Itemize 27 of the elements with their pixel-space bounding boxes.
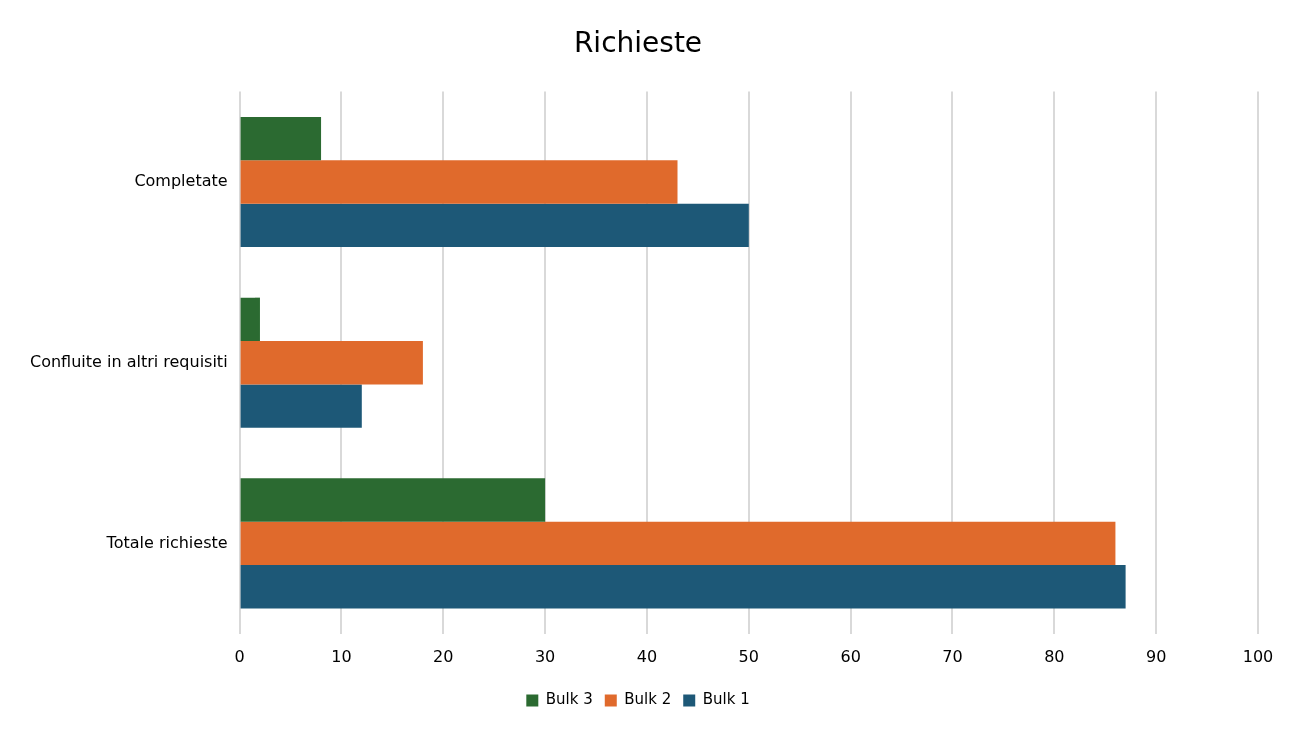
- x-tick-label: 80: [1044, 646, 1065, 666]
- bar: [240, 116, 322, 161]
- legend-label: Bulk 3: [545, 690, 593, 709]
- bar: [240, 478, 546, 522]
- bar: [240, 384, 362, 428]
- chart-title: Richieste: [573, 26, 703, 60]
- x-tick-label: 70: [942, 646, 963, 666]
- x-tick-label: 60: [840, 646, 861, 666]
- x-tick-label: 100: [1242, 646, 1274, 666]
- legend-label: Bulk 1: [702, 690, 750, 709]
- x-tick-label: 30: [534, 646, 556, 666]
- x-tick-label: 40: [636, 646, 658, 666]
- y-tick-label: Completate: [134, 171, 228, 191]
- bar: [240, 341, 423, 385]
- bar: [240, 565, 1126, 609]
- x-tick-label: 90: [1145, 646, 1167, 666]
- x-tick-label: 10: [331, 646, 352, 666]
- y-tick-label: Totale richieste: [105, 532, 228, 552]
- bar: [240, 521, 1116, 566]
- bar: [240, 203, 749, 248]
- bar: [240, 297, 260, 342]
- x-tick-label: 0: [234, 646, 245, 666]
- x-tick-label: 20: [433, 646, 454, 666]
- legend-label: Bulk 2: [624, 690, 672, 709]
- y-tick-label: Confluite in altri requisiti: [29, 351, 228, 371]
- bar: [240, 160, 678, 204]
- x-tick-label: 50: [738, 646, 759, 666]
